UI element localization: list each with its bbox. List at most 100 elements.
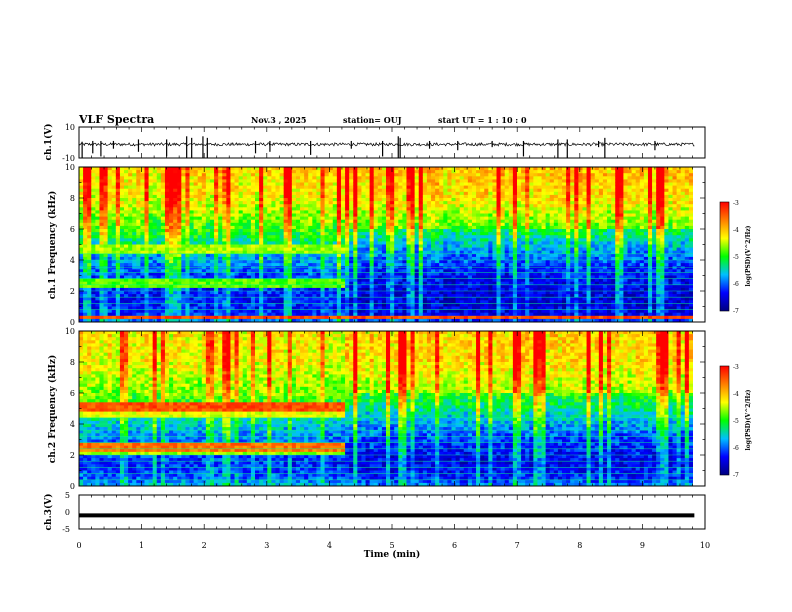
ch1-spectrogram-cell bbox=[83, 204, 88, 208]
ch1-waveform-panel: 10 -10 ch.1(V) bbox=[43, 123, 706, 163]
ch1-spectrogram-cell bbox=[250, 250, 256, 255]
ch1-spectrogram-cell bbox=[328, 222, 334, 227]
ch1-spectrogram-cell bbox=[353, 201, 358, 205]
ch1-spectrogram-cell bbox=[451, 213, 456, 217]
ch1-spectrogram-cell bbox=[242, 260, 248, 264]
ch1-spectrogram-cell bbox=[324, 198, 330, 202]
ch1-spectrogram-cell bbox=[222, 250, 227, 255]
ch1-spectrogram-cell bbox=[242, 229, 248, 233]
ch1-spectrogram-cell bbox=[386, 201, 391, 205]
ch1-spectrogram-cell bbox=[283, 191, 289, 196]
ch1-spectrogram-cell bbox=[255, 281, 260, 286]
ch1-spectrogram-cell bbox=[115, 201, 121, 205]
ch1-spectrogram-cell bbox=[95, 269, 100, 273]
ch1-spectrogram-cell bbox=[467, 216, 473, 221]
ch1-spectrogram-cell bbox=[164, 198, 170, 202]
ch1-spectrogram-cell bbox=[463, 247, 469, 252]
ch1-spectrogram-cell bbox=[91, 225, 96, 230]
ch1-spectrogram-cell bbox=[422, 198, 428, 202]
ch1-spectrogram-cell bbox=[455, 176, 461, 180]
ch1-spectrogram-cell bbox=[148, 318, 154, 322]
ch1-spectrogram-cell bbox=[222, 275, 227, 279]
ch1-spectrogram-cell bbox=[164, 213, 170, 217]
ch1-spectrogram-cell bbox=[328, 204, 334, 208]
ch1-spectrogram-cell bbox=[119, 176, 125, 180]
ch1-spectrogram-cell bbox=[214, 284, 219, 289]
ch1-spectrogram-cell bbox=[246, 275, 252, 279]
ch1-spectrogram-cell bbox=[345, 253, 350, 258]
ch1-spectrogram-cell bbox=[312, 315, 317, 320]
ch1-spectrogram-cell bbox=[365, 185, 371, 190]
ch1-spectrogram-cell bbox=[447, 284, 452, 289]
ch1-spectrogram-cell bbox=[418, 303, 424, 307]
ch1-spectrogram-cell bbox=[328, 232, 334, 236]
ch1-spectrogram-cell bbox=[316, 213, 321, 217]
ch1-spectrogram-cell bbox=[287, 263, 293, 267]
ch1-spectrogram-cell bbox=[447, 201, 452, 205]
ch1-spectrogram-cell bbox=[373, 291, 379, 295]
ch1-spectrogram-cell bbox=[230, 272, 235, 276]
ch1-spectrogram-cell bbox=[279, 253, 285, 258]
ch1-spectrogram-cell bbox=[169, 275, 174, 279]
ch1-spectrogram-cell bbox=[164, 294, 170, 298]
ch1-spectrogram-cell bbox=[136, 213, 141, 217]
ch1-spectrogram-cell bbox=[152, 182, 158, 186]
ch1-spectrogram-cell bbox=[406, 213, 411, 217]
ch1-spectrogram-cell bbox=[386, 244, 391, 248]
ch1-spectrogram-cell bbox=[177, 291, 182, 295]
ch1-spectrogram-cell bbox=[91, 247, 96, 252]
ch1-spectrogram-cell bbox=[205, 269, 211, 273]
ch1-spectrogram-cell bbox=[242, 194, 248, 199]
ch1-spectrogram-cell bbox=[324, 297, 330, 301]
ch1-spectrogram-cell bbox=[455, 278, 461, 283]
ch1-spectrogram-cell bbox=[463, 256, 469, 261]
ch1-spectrogram-cell bbox=[463, 253, 469, 258]
ch1-spectrogram-cell bbox=[398, 287, 403, 292]
ch1-spectrogram-cell bbox=[226, 216, 231, 221]
ch1-spectrogram-cell bbox=[426, 247, 432, 252]
ch1-spectrogram-cell bbox=[177, 216, 182, 221]
ch1-spectrogram-cell bbox=[152, 225, 158, 230]
ch1-spectrogram-cell bbox=[111, 179, 117, 183]
ch1-spectrogram-cell bbox=[459, 300, 465, 304]
ch1-spectrogram-cell bbox=[459, 219, 465, 224]
ch1-spectrogram-cell bbox=[365, 312, 371, 317]
ch1-spectrogram-cell bbox=[124, 263, 129, 267]
ch1-spectrogram-cell bbox=[238, 201, 244, 205]
ch1-spectrogram-cell bbox=[295, 188, 301, 193]
ch1-spectrogram-cell bbox=[308, 312, 313, 317]
ch1-spectrogram-cell bbox=[185, 294, 190, 298]
ch1-spectrogram-cell bbox=[119, 222, 125, 227]
ch1-spectrogram-cell bbox=[222, 278, 227, 283]
ch1-spectrogram-cell bbox=[218, 188, 223, 193]
ch1-spectrogram-cell bbox=[152, 275, 158, 279]
ch1-spectrogram-cell bbox=[377, 318, 383, 322]
ch1-spectrogram-cell bbox=[103, 213, 109, 217]
ch1-spectrogram-cell bbox=[377, 222, 383, 227]
ch1-spectrogram-cell bbox=[373, 269, 379, 273]
ch1-spectrogram-cell bbox=[214, 182, 219, 186]
ch1-spectrogram-cell bbox=[304, 315, 309, 320]
ch1-spectrogram-cell bbox=[308, 176, 313, 180]
ch1-spectrogram-cell bbox=[234, 238, 240, 242]
ch1-spectrogram-cell bbox=[79, 281, 84, 286]
ch1-spectrogram-cell bbox=[259, 281, 264, 286]
ch1-spectrogram-cell bbox=[320, 173, 325, 177]
ch1-spectrogram-cell bbox=[136, 281, 141, 286]
ch1-spectrogram-cell bbox=[357, 247, 362, 252]
ch1-spectrogram-cell bbox=[201, 244, 207, 248]
ch1-spectrogram-cell bbox=[218, 297, 223, 301]
ch1-spectrogram-cell bbox=[345, 191, 350, 196]
ch1-spectrogram-cell bbox=[124, 284, 129, 289]
ch1-spectrogram-cell bbox=[230, 281, 235, 286]
ch1-spectrogram-cell bbox=[369, 241, 375, 245]
ch1-spectrogram-cell bbox=[238, 287, 244, 292]
ch1-spectrogram-cell bbox=[246, 182, 252, 186]
ch1-spectrogram-cell bbox=[230, 253, 235, 258]
ch1-spectrogram-cell bbox=[443, 309, 448, 314]
ch1-spectrogram-cell bbox=[463, 216, 469, 221]
ch1-spectrogram-cell bbox=[173, 318, 178, 322]
ch1-spectrogram-cell bbox=[340, 318, 346, 322]
ch1-spectrogram-cell bbox=[369, 191, 375, 196]
ch1-spectrogram-cell bbox=[124, 287, 129, 292]
